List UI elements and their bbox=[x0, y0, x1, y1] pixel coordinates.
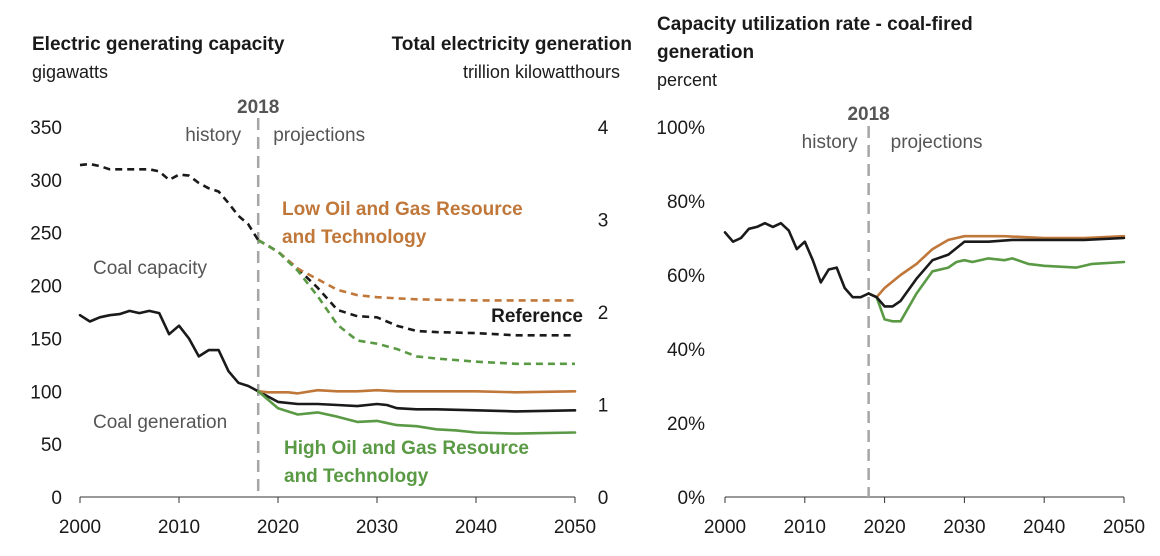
left-series-generation-low bbox=[256, 388, 577, 395]
left-y2-tick-label: 0 bbox=[598, 488, 609, 509]
right-y-tick-label: 40% bbox=[667, 340, 705, 361]
left-title-generation: Total electricity generation bbox=[391, 34, 632, 55]
right-y-tick-label: 80% bbox=[667, 192, 705, 213]
right-series-history bbox=[723, 221, 870, 299]
left-y2-tick-label: 4 bbox=[598, 118, 609, 139]
coal-capacity-label: Coal capacity bbox=[93, 258, 208, 279]
right-series-high bbox=[867, 257, 1126, 323]
right-history-label: history bbox=[802, 132, 858, 153]
left-x-tick-label: 2030 bbox=[356, 517, 398, 538]
right-series-reference bbox=[867, 236, 1126, 308]
right-x-tick-label: 2020 bbox=[863, 517, 905, 538]
left-y2-tick-label: 1 bbox=[598, 396, 609, 417]
left-series-capacity-high bbox=[257, 238, 575, 366]
left-series-generation-reference bbox=[256, 389, 577, 413]
left-projections-label: projections bbox=[273, 125, 365, 146]
high-scenario-label-line1: High Oil and Gas Resource bbox=[284, 438, 529, 459]
left-y-tick-label: 300 bbox=[30, 171, 62, 192]
right-title-line1: Capacity utilization rate - coal-fired bbox=[657, 14, 973, 35]
left-y-tick-label: 250 bbox=[30, 224, 62, 245]
right-y-tick-label: 60% bbox=[667, 266, 705, 287]
left-history-label: history bbox=[185, 125, 241, 146]
left-series-generation-high bbox=[256, 389, 577, 435]
left-y2-tick-label: 3 bbox=[598, 211, 609, 232]
right-x-tick-label: 2050 bbox=[1103, 517, 1145, 538]
coal-generation-label: Coal generation bbox=[93, 412, 227, 433]
left-y2-tick-label: 2 bbox=[598, 303, 609, 324]
left-y-tick-label: 350 bbox=[30, 118, 62, 139]
right-projections-label: projections bbox=[891, 132, 983, 153]
left-series-capacity-low bbox=[257, 238, 575, 302]
left-y-tick-label: 100 bbox=[30, 382, 62, 403]
right-y-tick-label: 100% bbox=[656, 118, 705, 139]
right-unit-percent: percent bbox=[657, 70, 718, 90]
left-x-tick-label: 2050 bbox=[554, 517, 596, 538]
left-y-tick-label: 150 bbox=[30, 329, 62, 350]
right-title-line2: generation bbox=[657, 42, 755, 63]
high-scenario-label-line2: and Technology bbox=[284, 466, 429, 487]
right-y-tick-label: 20% bbox=[667, 414, 705, 435]
right-x-tick-label: 2040 bbox=[1023, 517, 1065, 538]
reference-label: Reference bbox=[491, 306, 583, 327]
right-x-tick-label: 2030 bbox=[943, 517, 985, 538]
left-y-tick-label: 200 bbox=[30, 277, 62, 298]
right-x-tick-label: 2010 bbox=[784, 517, 826, 538]
right-series-low bbox=[867, 234, 1126, 299]
right-divider-year-label: 2018 bbox=[847, 104, 889, 125]
left-x-tick-label: 2000 bbox=[59, 517, 101, 538]
low-scenario-label-line1: Low Oil and Gas Resource bbox=[282, 199, 523, 220]
low-scenario-label-line2: and Technology bbox=[282, 227, 427, 248]
left-x-tick-label: 2040 bbox=[455, 517, 497, 538]
left-divider-year-label: 2018 bbox=[237, 97, 279, 118]
left-y-tick-label: 50 bbox=[41, 435, 62, 456]
left-title-capacity: Electric generating capacity bbox=[32, 34, 285, 55]
right-y-tick-label: 0% bbox=[678, 488, 706, 509]
left-unit-gigawatts: gigawatts bbox=[32, 62, 109, 82]
right-x-tick-label: 2000 bbox=[704, 517, 746, 538]
left-series-capacity-history bbox=[79, 162, 260, 241]
left-unit-twh: trillion kilowatthours bbox=[462, 62, 620, 82]
left-y-tick-label: 0 bbox=[51, 488, 62, 509]
left-x-tick-label: 2020 bbox=[257, 517, 299, 538]
left-x-tick-label: 2010 bbox=[158, 517, 200, 538]
left-series-generation-history bbox=[78, 309, 260, 393]
